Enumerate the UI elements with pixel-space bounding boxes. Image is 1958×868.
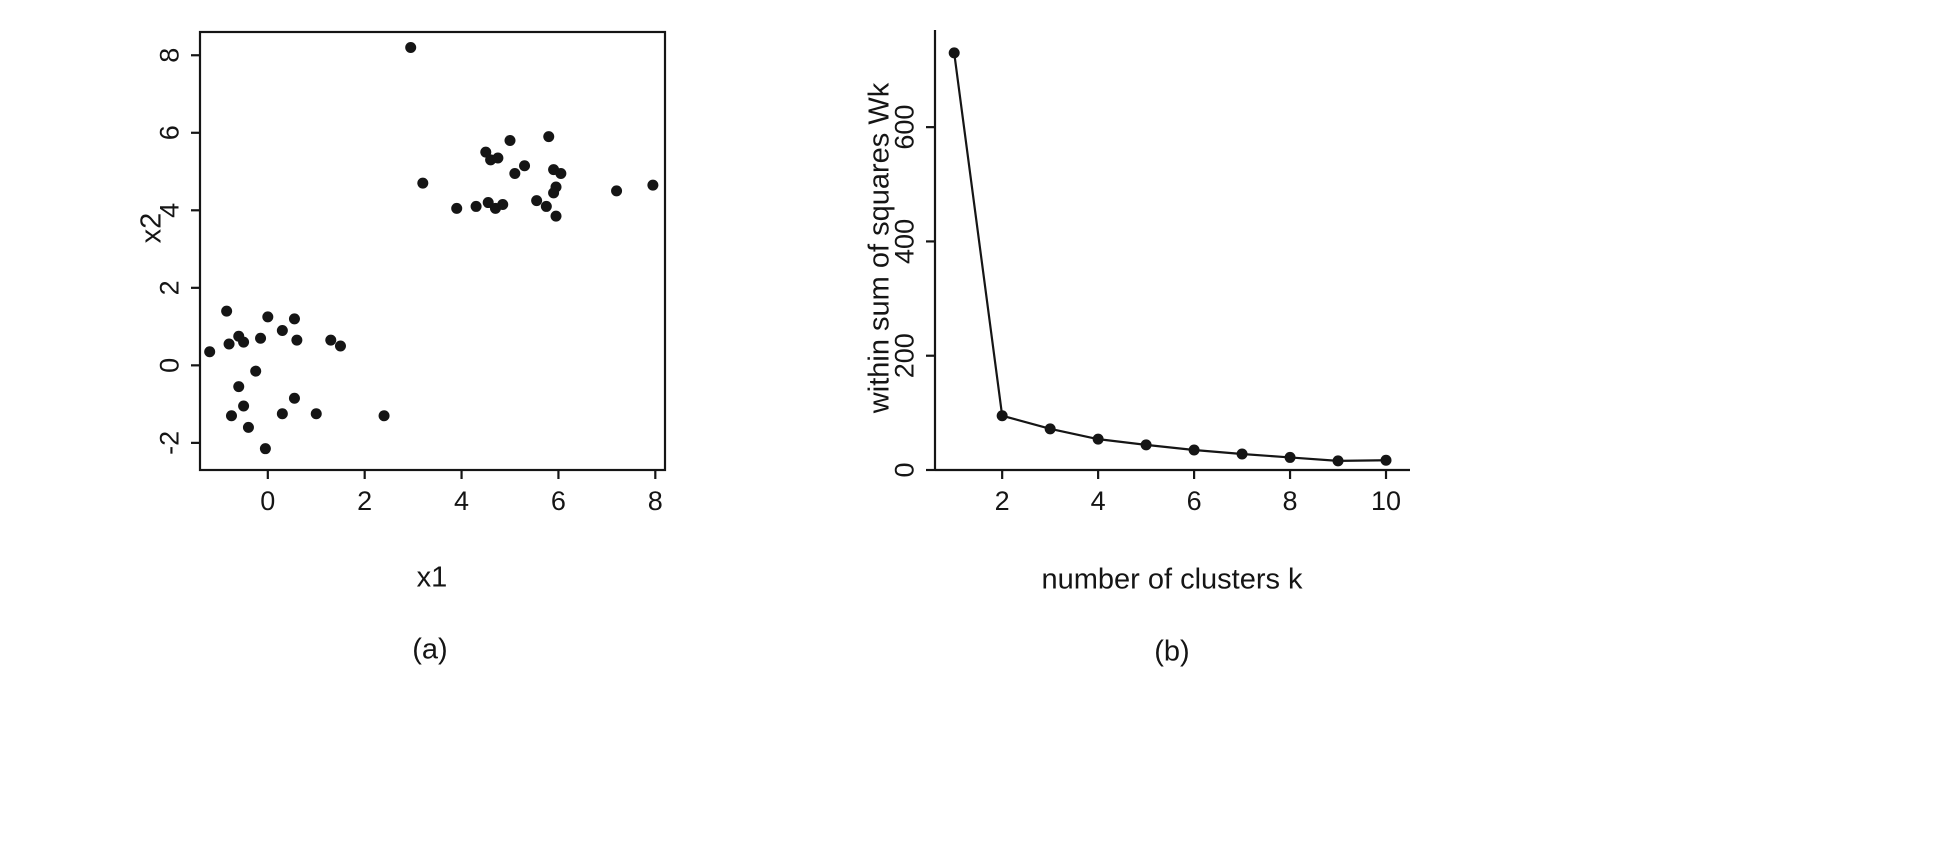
x-tick-label: 6 (551, 486, 566, 516)
panel-b-x-axis-label: number of clusters k (1041, 563, 1303, 596)
data-point (996, 410, 1008, 422)
data-point (1332, 455, 1344, 467)
y-tick-label: 0 (890, 462, 920, 477)
data-point (519, 160, 531, 172)
data-point (238, 400, 250, 412)
data-point (647, 179, 659, 191)
data-point (223, 338, 235, 350)
x-tick-label: 2 (995, 486, 1010, 516)
data-point (1284, 451, 1296, 463)
data-point (504, 135, 516, 147)
data-point (288, 392, 300, 404)
y-tick-label: 200 (890, 333, 920, 378)
data-point (225, 410, 237, 422)
data-point (1044, 423, 1056, 435)
data-point (238, 336, 250, 348)
data-point (555, 167, 567, 179)
x-tick-label: 8 (648, 486, 663, 516)
x-tick-label: 10 (1371, 486, 1401, 516)
line-series (953, 52, 1387, 462)
data-point (325, 334, 337, 346)
data-point (1188, 444, 1200, 456)
plot-frame (198, 30, 667, 472)
x-tick-label: 4 (454, 486, 469, 516)
data-point (255, 332, 267, 344)
data-point (497, 198, 509, 210)
y-tick-label: 4 (155, 203, 185, 218)
data-point (948, 47, 960, 59)
data-point (204, 346, 216, 358)
data-point (288, 313, 300, 325)
data-point (492, 152, 504, 164)
x-tick-label: 2 (357, 486, 372, 516)
data-point (1092, 433, 1104, 445)
data-point (451, 202, 463, 214)
data-point (221, 305, 233, 317)
data-point (417, 177, 429, 189)
data-point (233, 381, 245, 393)
y-tick-label: 8 (155, 48, 185, 63)
data-point (310, 408, 322, 420)
panel-a-y-axis-label: x2 (135, 212, 168, 244)
y-tick-label: 0 (155, 358, 185, 373)
y-tick-label: 600 (890, 105, 920, 150)
data-point (242, 421, 254, 433)
panel-a-caption: (a) (412, 633, 448, 666)
panel-b-y-axis-label: within sum of squares Wk (863, 82, 896, 414)
x-tick-label: 8 (1283, 486, 1298, 516)
data-point (262, 311, 274, 323)
data-point (405, 42, 417, 54)
data-point (540, 200, 552, 212)
x-tick-label: 4 (1091, 486, 1106, 516)
y-tick-label: 6 (155, 125, 185, 140)
data-point (378, 410, 390, 422)
data-point (470, 200, 482, 212)
data-point (531, 195, 543, 207)
data-point (291, 334, 303, 346)
panel-b-caption: (b) (1154, 635, 1190, 668)
data-point (509, 167, 521, 179)
data-point (550, 210, 562, 222)
data-point (611, 185, 623, 197)
x-tick-label: 6 (1187, 486, 1202, 516)
y-tick-label: 2 (155, 280, 185, 295)
data-point (543, 131, 555, 143)
data-point (259, 443, 271, 455)
data-point (1380, 454, 1392, 466)
elbow-line-plot-panel-b: 2 4 6 8 10 0 200 400 600 (890, 30, 1410, 516)
x-tick-label: 0 (260, 486, 275, 516)
data-point (1236, 448, 1248, 460)
data-point (276, 324, 288, 336)
data-point (250, 365, 262, 377)
y-tick-label: -2 (155, 431, 185, 455)
data-point (334, 340, 346, 352)
data-point (1140, 439, 1152, 451)
scatter-plot-panel-a: 0 2 4 6 8 -2 0 2 4 6 8 (155, 30, 667, 516)
y-tick-label: 400 (890, 219, 920, 264)
data-point (276, 408, 288, 420)
panel-a-x-axis-label: x1 (416, 561, 448, 594)
data-point (548, 187, 560, 199)
